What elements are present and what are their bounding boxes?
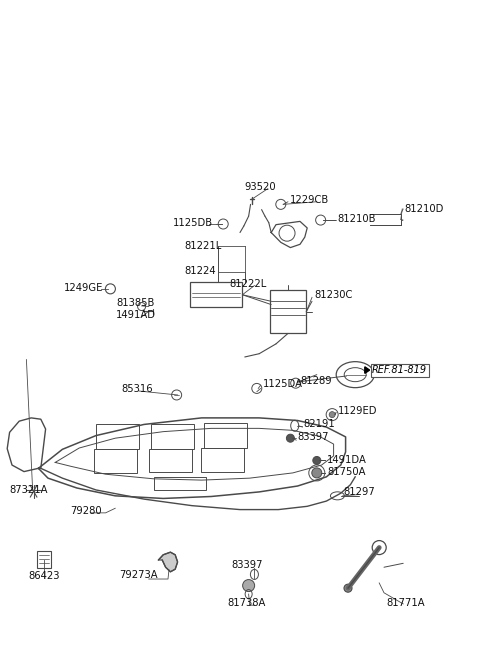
Text: 79280: 79280	[71, 506, 102, 516]
Bar	[270, 290, 306, 333]
Bar	[204, 423, 247, 448]
Text: 85316: 85316	[121, 384, 153, 394]
Circle shape	[312, 468, 322, 478]
Text: 79273A: 79273A	[119, 570, 157, 580]
Bar	[96, 424, 139, 449]
Text: 81750A: 81750A	[327, 466, 366, 477]
Text: 81385B: 81385B	[116, 298, 155, 309]
Text: 83397: 83397	[231, 560, 263, 571]
Bar	[201, 448, 244, 472]
Polygon shape	[158, 552, 178, 572]
Text: 1229CB: 1229CB	[289, 195, 329, 206]
Bar	[94, 449, 137, 473]
Bar	[154, 477, 206, 490]
Text: 1249GE: 1249GE	[64, 282, 104, 293]
Text: 81222L: 81222L	[229, 279, 266, 290]
Text: 87321A: 87321A	[10, 485, 48, 495]
Text: 1125DA: 1125DA	[263, 379, 303, 389]
Text: 1129ED: 1129ED	[337, 405, 377, 416]
Text: 81738A: 81738A	[227, 598, 265, 608]
Bar	[149, 449, 192, 472]
Circle shape	[243, 580, 254, 591]
Polygon shape	[365, 367, 370, 373]
Circle shape	[287, 434, 294, 442]
Bar	[151, 424, 194, 449]
Text: 83397: 83397	[298, 432, 329, 442]
Text: 86423: 86423	[29, 571, 60, 582]
Circle shape	[329, 411, 335, 418]
Text: 81230C: 81230C	[314, 290, 353, 301]
Text: 93520: 93520	[245, 182, 276, 193]
Text: 1491AD: 1491AD	[116, 310, 156, 320]
Text: 81221L: 81221L	[185, 240, 222, 251]
Text: 81210B: 81210B	[337, 214, 375, 224]
Text: 81224: 81224	[185, 265, 216, 276]
Text: 81289: 81289	[300, 376, 332, 386]
Text: 82191: 82191	[304, 419, 336, 430]
Text: 1125DB: 1125DB	[173, 217, 213, 228]
Circle shape	[313, 457, 321, 464]
Text: REF.81-819: REF.81-819	[372, 365, 427, 375]
Text: 1491DA: 1491DA	[327, 455, 367, 465]
Text: 81771A: 81771A	[386, 597, 425, 608]
Bar	[190, 282, 242, 307]
Text: 81297: 81297	[344, 487, 375, 497]
Text: 81210D: 81210D	[404, 204, 444, 214]
Circle shape	[344, 584, 352, 592]
